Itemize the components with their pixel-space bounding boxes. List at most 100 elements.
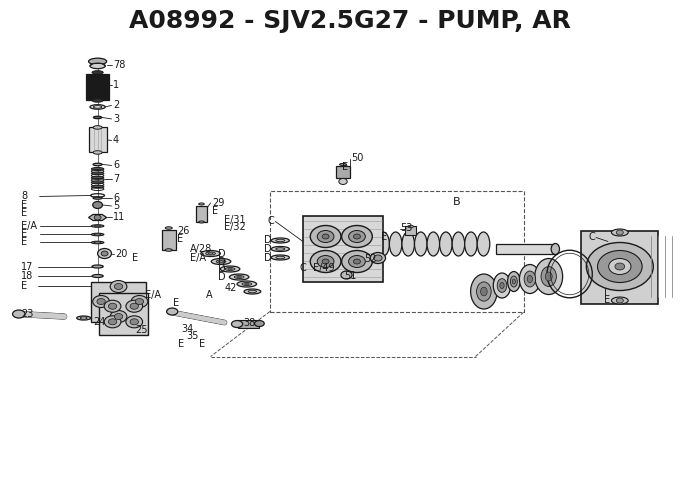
Circle shape: [310, 250, 341, 273]
Ellipse shape: [208, 253, 213, 254]
Bar: [196, 206, 207, 222]
Ellipse shape: [497, 279, 507, 292]
Circle shape: [341, 271, 352, 279]
Text: 18: 18: [21, 271, 33, 281]
Bar: [303, 216, 383, 282]
Ellipse shape: [77, 316, 90, 320]
Text: D: D: [218, 272, 225, 282]
Ellipse shape: [494, 273, 511, 298]
Ellipse shape: [91, 233, 104, 236]
Ellipse shape: [500, 282, 504, 289]
Text: E: E: [381, 232, 387, 242]
Ellipse shape: [510, 276, 517, 287]
Ellipse shape: [92, 265, 103, 268]
Ellipse shape: [276, 248, 285, 250]
Text: 78: 78: [113, 60, 125, 70]
Circle shape: [339, 179, 347, 185]
Ellipse shape: [234, 276, 244, 279]
Text: E: E: [342, 162, 348, 173]
Ellipse shape: [93, 197, 102, 199]
Ellipse shape: [91, 185, 104, 188]
Circle shape: [616, 298, 623, 303]
Text: E: E: [21, 200, 27, 210]
Circle shape: [598, 250, 642, 283]
Text: 2: 2: [113, 101, 119, 111]
Text: E: E: [173, 298, 179, 308]
Ellipse shape: [93, 126, 102, 129]
Ellipse shape: [220, 266, 240, 272]
Circle shape: [342, 225, 372, 247]
Circle shape: [104, 316, 121, 328]
Ellipse shape: [13, 310, 25, 318]
Ellipse shape: [80, 317, 87, 319]
Circle shape: [97, 248, 111, 259]
Circle shape: [609, 259, 631, 275]
Bar: [90, 282, 146, 321]
Ellipse shape: [612, 297, 628, 304]
Bar: [405, 226, 416, 235]
Circle shape: [130, 319, 139, 325]
Circle shape: [349, 256, 365, 268]
Circle shape: [135, 298, 143, 304]
Text: E: E: [21, 281, 27, 291]
Text: E: E: [177, 234, 183, 244]
Ellipse shape: [440, 232, 452, 256]
Circle shape: [126, 300, 143, 312]
Ellipse shape: [508, 272, 520, 292]
Ellipse shape: [91, 172, 104, 175]
Text: E: E: [21, 237, 27, 247]
Text: 3: 3: [113, 114, 119, 124]
Ellipse shape: [255, 320, 264, 326]
Text: D: D: [218, 264, 225, 274]
Text: 51: 51: [344, 271, 356, 281]
Ellipse shape: [545, 272, 552, 281]
Ellipse shape: [271, 246, 289, 252]
Circle shape: [126, 316, 143, 328]
Bar: [270, 192, 524, 311]
Text: E/A: E/A: [21, 221, 37, 231]
Ellipse shape: [91, 181, 104, 184]
Ellipse shape: [340, 163, 346, 165]
Text: 29: 29: [212, 198, 224, 208]
Ellipse shape: [93, 163, 102, 165]
Circle shape: [342, 250, 372, 273]
Ellipse shape: [452, 232, 465, 256]
Text: E: E: [132, 253, 139, 263]
Text: E: E: [199, 339, 205, 349]
Ellipse shape: [465, 232, 477, 256]
Text: 25: 25: [135, 325, 148, 335]
Ellipse shape: [276, 256, 285, 259]
Ellipse shape: [519, 265, 540, 294]
Ellipse shape: [244, 289, 261, 294]
Ellipse shape: [237, 281, 257, 287]
Circle shape: [615, 263, 624, 270]
Ellipse shape: [92, 284, 103, 287]
Circle shape: [110, 310, 127, 322]
Text: 34: 34: [181, 323, 193, 333]
Text: D: D: [218, 257, 225, 267]
Ellipse shape: [93, 106, 102, 108]
Circle shape: [110, 281, 127, 293]
Circle shape: [92, 296, 109, 307]
Circle shape: [131, 296, 148, 307]
Ellipse shape: [402, 232, 414, 256]
Text: D: D: [218, 248, 225, 259]
Ellipse shape: [244, 283, 249, 285]
Text: 23: 23: [21, 309, 34, 319]
Ellipse shape: [248, 290, 257, 293]
Circle shape: [322, 259, 329, 264]
Text: E/49: E/49: [313, 263, 335, 273]
Ellipse shape: [167, 308, 178, 315]
Polygon shape: [88, 214, 106, 220]
Bar: [336, 166, 350, 179]
Ellipse shape: [271, 238, 289, 243]
Text: 1: 1: [113, 80, 119, 91]
Text: D: D: [263, 244, 271, 254]
Ellipse shape: [524, 271, 536, 287]
Text: E/A: E/A: [145, 290, 161, 300]
Ellipse shape: [228, 268, 232, 270]
Ellipse shape: [237, 276, 242, 278]
Ellipse shape: [541, 267, 556, 286]
Ellipse shape: [92, 70, 103, 74]
Circle shape: [310, 225, 341, 247]
